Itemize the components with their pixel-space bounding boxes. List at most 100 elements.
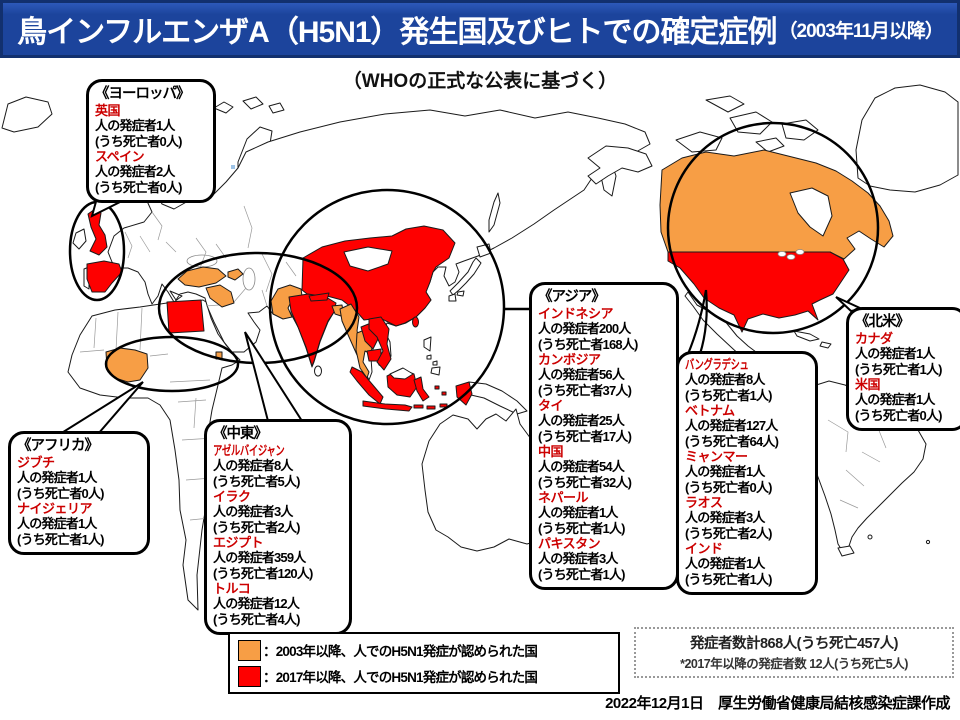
country-deaths: (うち死亡者168人): [538, 336, 638, 352]
landmasses: [1, 84, 959, 611]
country-deaths: (うち死亡者0人): [855, 407, 943, 423]
region-callout-africa: 《アフリカ》 ジブチ 人の発症者1人 (うち死亡者0人) ナイジェリア 人の発症…: [8, 431, 150, 556]
legend-swatch-orange: [238, 639, 261, 661]
country-deaths: (うち死亡者1人): [538, 520, 626, 536]
region-callout-asia-2: バングラデシュ 人の発症者8人 (うち死亡者1人) ベトナム 人の発症者127人…: [676, 351, 818, 595]
map-region-malaysia-borneo: [389, 367, 414, 380]
country-cases: 人の発症者1人: [685, 556, 765, 572]
country-deaths: (うち死亡者37人): [538, 382, 632, 398]
legend: ：2003年以降、人でのH5N1発症が認められた国 ：2017年以降、人でのH5…: [228, 632, 620, 694]
page-title-suffix: （2003年11月以降）: [778, 20, 944, 42]
cases-since-2017: *2017年以降の発症者数 12人(うち死亡5人): [680, 657, 908, 671]
country-cases: 人の発症者1人: [17, 516, 97, 532]
country-name: カナダ: [855, 331, 893, 347]
legend-label: ：2017年以降、人でのH5N1発症が認められた国: [263, 670, 538, 685]
summary-box: 発症者数計868人(うち死亡457人) *2017年以降の発症者数 12人(うち…: [634, 627, 954, 678]
country-name: ベトナム: [685, 402, 735, 418]
country-name: 英国: [95, 103, 121, 119]
subtitle: （WHOの正式な公表に基づく）: [342, 71, 618, 92]
country-deaths: (うち死亡者0人): [95, 133, 183, 149]
country-deaths: (うち死亡者2人): [685, 525, 773, 541]
country-deaths: (うち死亡者1人): [538, 566, 626, 582]
country-cases: 人の発症者3人: [685, 510, 765, 526]
map-country-taiwan: [412, 316, 419, 328]
title-bar: 鳥インフルエンザA（H5N1）発生国及びヒトでの確定症例 （2003年11月以降）: [0, 0, 960, 58]
country-cases: 人の発症者54人: [538, 459, 625, 475]
country-deaths: (うち死亡者0人): [95, 179, 183, 195]
region-title: 《ヨーロッパ》: [95, 86, 191, 102]
region-title: 《北米》: [855, 314, 910, 330]
country-name: カンボジア: [538, 352, 601, 368]
region-title: 《中東》: [213, 426, 268, 442]
country-deaths: (うち死亡者5人): [213, 473, 301, 489]
country-deaths: (うち死亡者0人): [685, 479, 773, 495]
legend-label: ：2003年以降、人でのH5N1発症が認められた国: [263, 644, 538, 659]
country-deaths: (うち死亡者32人): [538, 474, 632, 490]
country-cases: 人の発症者1人: [17, 470, 97, 486]
country-name: ラオス: [685, 494, 723, 510]
country-name: アゼルバイジャン: [213, 443, 285, 459]
country-cases: 人の発症者8人: [213, 458, 293, 474]
country-deaths: (うち死亡者64人): [685, 433, 779, 449]
north-america-highlight-circle: [666, 121, 880, 335]
country-name: トルコ: [213, 581, 251, 597]
country-name: ジブチ: [17, 455, 55, 471]
country-cases: 人の発症者200人: [538, 321, 631, 337]
region-callout-middle-east: 《中東》 アゼルバイジャン 人の発症者8人 (うち死亡者5人) イラク 人の発症…: [204, 419, 352, 636]
country-deaths: (うち死亡者1人): [855, 361, 943, 377]
legend-row-2017: ：2017年以降、人でのH5N1発症が認められた国: [238, 665, 610, 687]
country-cases: 人の発症者25人: [538, 413, 625, 429]
country-deaths: (うち死亡者0人): [17, 485, 105, 501]
country-cases: 人の発症者1人: [855, 392, 935, 408]
credit-line: 2022年12月1日 厚生労働省健康局結核感染症課作成: [605, 695, 950, 712]
africa-highlight-ellipse: [104, 335, 240, 393]
hudson-bay: [789, 187, 833, 237]
region-callout-europe: 《ヨーロッパ》 英国 人の発症者1人 (うち死亡者0人) スペイン 人の発症者2…: [86, 79, 216, 204]
country-cases: 人の発症者359人: [213, 550, 306, 566]
country-deaths: (うち死亡者1人): [685, 387, 773, 403]
highlighted-countries: [86, 149, 894, 412]
country-name: タイ: [538, 398, 564, 414]
asia-highlight-circle: [268, 188, 506, 426]
map-country-iraq: [205, 284, 235, 308]
country-cases: 人の発症者3人: [538, 551, 618, 567]
country-deaths: (うち死亡者1人): [685, 571, 773, 587]
page-title: 鳥インフルエンザA（H5N1）発生国及びヒトでの確定症例: [17, 16, 777, 49]
country-deaths: (うち死亡者4人): [213, 611, 301, 627]
country-cases: 人の発症者8人: [685, 372, 765, 388]
map-country-vietnam: [368, 316, 392, 371]
country-name: ナイジェリア: [17, 501, 93, 517]
country-name: ネパール: [538, 490, 589, 506]
world-map: [1, 84, 959, 611]
legend-row-2003: ：2003年以降、人でのH5N1発症が認められた国: [238, 639, 610, 661]
country-deaths: (うち死亡者2人): [213, 519, 301, 535]
map-country-uk: [87, 208, 108, 256]
map-country-spain: [86, 260, 123, 293]
country-cases: 人の発症者2人: [95, 164, 175, 180]
highlight-circles: [68, 121, 880, 426]
country-name: スペイン: [95, 149, 145, 165]
country-cases: 人の発症者12人: [213, 596, 300, 612]
country-cases: 人の発症者1人: [855, 346, 935, 362]
total-cases: 発症者数計868人(うち死亡457人): [689, 636, 899, 652]
country-cases: 人の発症者56人: [538, 367, 625, 383]
region-callout-asia: 《アジア》 インドネシア 人の発症者200人 (うち死亡者168人) カンボジア…: [529, 282, 679, 591]
country-name: インド: [685, 540, 723, 556]
great-lakes: [777, 249, 805, 260]
region-title: 《アフリカ》: [17, 438, 99, 454]
region-callout-north-america: 《北米》 カナダ 人の発症者1人 (うち死亡者1人) 米国 人の発症者1人 (う…: [846, 307, 960, 432]
country-deaths: (うち死亡者17人): [538, 428, 632, 444]
country-deaths: (うち死亡者120人): [213, 565, 313, 581]
country-cases: 人の発症者1人: [95, 118, 175, 134]
legend-swatch-red: [238, 665, 261, 687]
map-country-nepal: [308, 292, 330, 302]
map-country-usa: [667, 251, 850, 333]
country-cases: 人の発症者1人: [538, 505, 618, 521]
country-name: 米国: [855, 377, 881, 393]
country-cases: 人の発症者3人: [213, 504, 293, 520]
country-name: イラク: [213, 489, 251, 505]
country-name: エジプト: [213, 535, 264, 551]
map-country-egypt: [166, 299, 205, 334]
country-cases: 人の発症者127人: [685, 418, 778, 434]
